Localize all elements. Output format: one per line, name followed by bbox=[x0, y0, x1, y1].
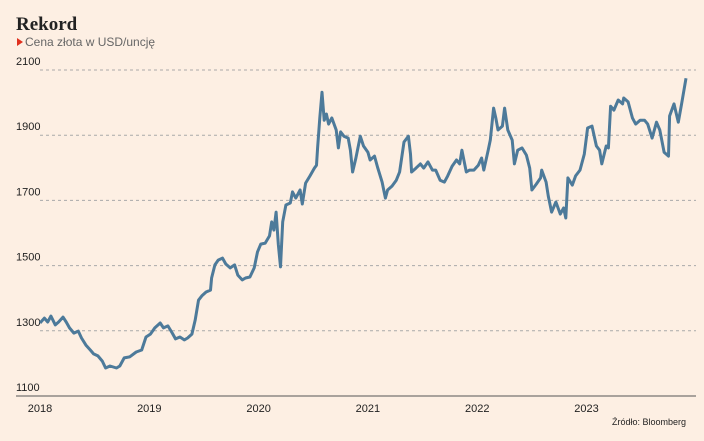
x-tick-label: 2023 bbox=[574, 403, 598, 415]
x-tick-label: 2022 bbox=[465, 403, 489, 415]
x-tick-label: 2020 bbox=[246, 403, 270, 415]
chart-subtitle: Cena złota w USD/uncję bbox=[25, 35, 155, 49]
y-tick-label: 1100 bbox=[16, 382, 40, 394]
y-tick-label: 1900 bbox=[16, 121, 40, 133]
y-tick-label: 1300 bbox=[16, 317, 40, 329]
subtitle-marker bbox=[17, 38, 23, 46]
y-tick-label: 1700 bbox=[16, 186, 40, 198]
source: Źródło: Bloomberg bbox=[612, 417, 686, 427]
chart-title: Rekord bbox=[16, 14, 78, 35]
y-tick-label: 2100 bbox=[16, 56, 40, 68]
y-tick-label: 1500 bbox=[16, 252, 40, 264]
x-tick-label: 2018 bbox=[28, 403, 52, 415]
x-tick-label: 2021 bbox=[356, 403, 380, 415]
price-line bbox=[38, 77, 688, 370]
x-tick-label: 2019 bbox=[137, 403, 161, 415]
